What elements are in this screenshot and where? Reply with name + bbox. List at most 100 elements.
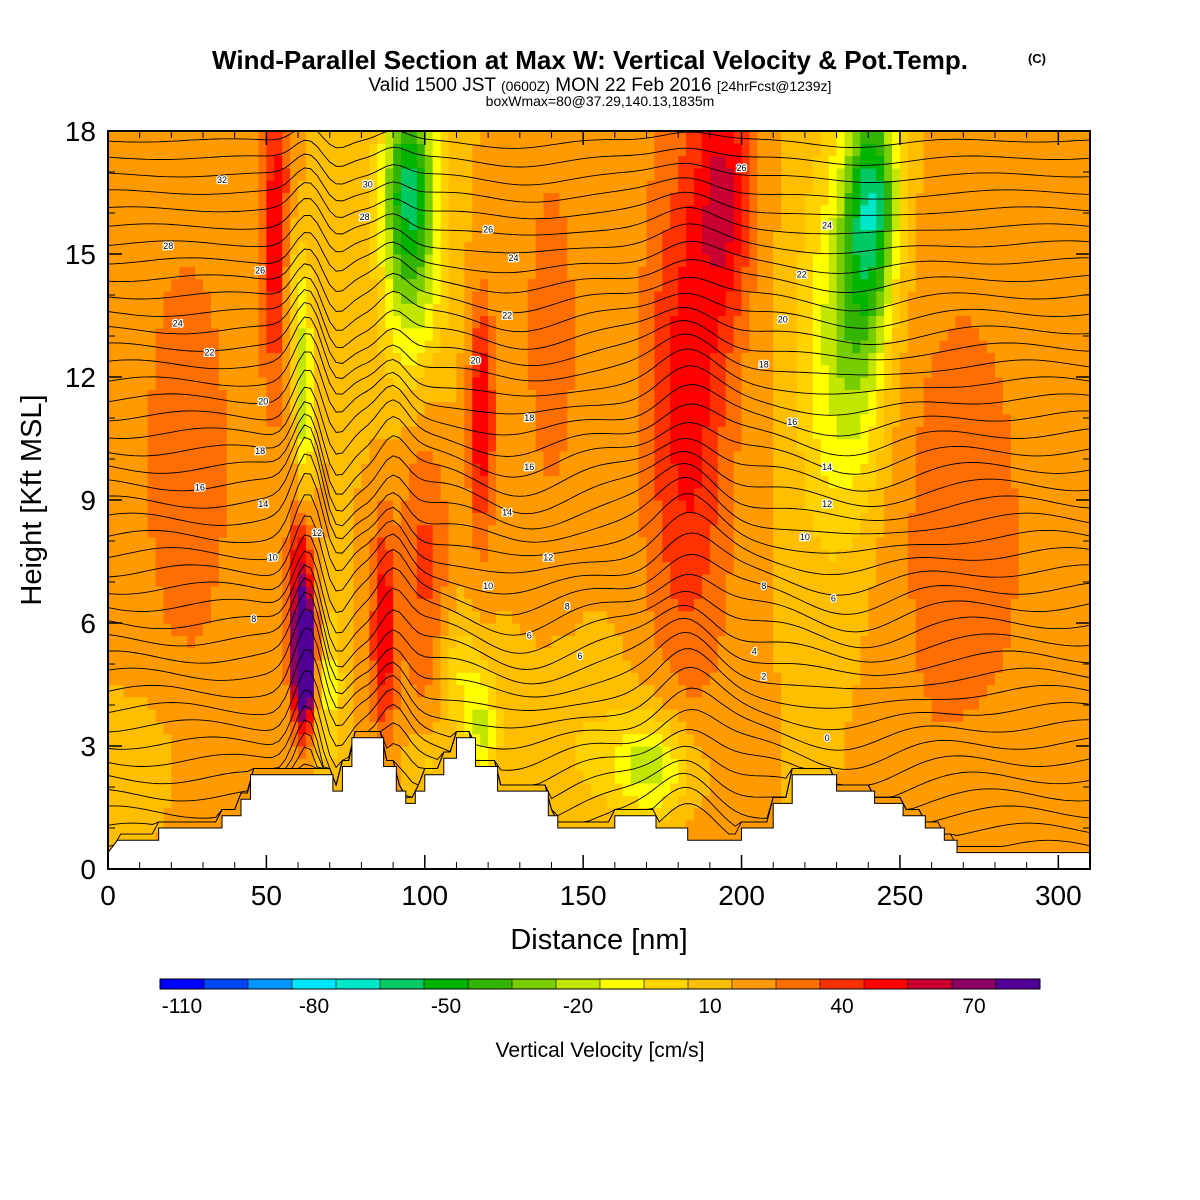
w-field-cell: [630, 155, 640, 169]
w-field-cell: [749, 524, 758, 538]
w-field-cell: [147, 770, 157, 784]
w-field-cell: [155, 241, 165, 255]
w-field-cell: [638, 389, 648, 403]
w-field-cell: [519, 536, 529, 550]
w-field-cell: [139, 746, 149, 759]
w-field-cell: [274, 143, 283, 157]
w-field-cell: [218, 635, 228, 649]
w-field-cell: [535, 733, 545, 747]
w-field-cell: [535, 290, 545, 304]
w-field-cell: [733, 389, 743, 403]
w-field-cell: [575, 795, 584, 809]
w-field-cell: [108, 573, 117, 587]
w-field-cell: [337, 426, 347, 440]
w-field-cell: [583, 364, 592, 378]
w-field-cell: [472, 647, 481, 661]
w-field-cell: [670, 782, 679, 796]
w-field-cell: [662, 401, 671, 415]
w-field-cell: [163, 229, 172, 243]
w-field-cell: [321, 746, 331, 759]
w-field-cell: [551, 684, 560, 698]
w-field-cell: [203, 610, 212, 624]
w-field-cell: [654, 426, 663, 440]
w-field-cell: [203, 549, 212, 563]
w-field-cell: [401, 709, 410, 722]
w-field-cell: [503, 610, 513, 624]
w-field-cell: [290, 167, 299, 181]
w-field-cell: [163, 155, 172, 169]
w-field-cell: [108, 598, 117, 612]
w-field-cell: [488, 217, 497, 230]
w-field-cell: [488, 635, 497, 649]
w-field-cell: [305, 401, 315, 415]
w-field-cell: [511, 143, 521, 157]
w-field-cell: [638, 536, 648, 550]
w-field-cell: [535, 598, 545, 612]
w-field-cell: [298, 672, 307, 686]
w-field-cell: [630, 647, 640, 661]
w-field-cell: [266, 167, 275, 181]
w-field-cell: [749, 143, 758, 157]
w-field-cell: [511, 254, 521, 267]
w-field-cell: [305, 241, 315, 255]
w-field-cell: [694, 512, 703, 526]
w-field-cell: [630, 131, 640, 144]
w-field-cell: [258, 155, 267, 169]
w-field-cell: [480, 315, 489, 329]
w-field-cell: [749, 155, 758, 169]
w-field-cell: [361, 561, 370, 575]
w-field-cell: [282, 389, 291, 403]
w-field-cell: [242, 586, 252, 599]
w-field-cell: [559, 278, 568, 292]
w-field-cell: [709, 315, 719, 329]
w-field-cell: [701, 315, 711, 329]
w-field-cell: [472, 438, 481, 452]
w-field-cell: [353, 167, 363, 181]
w-field-cell: [551, 524, 560, 538]
w-field-cell: [583, 770, 592, 784]
w-field-cell: [472, 413, 481, 427]
w-field-cell: [393, 659, 402, 673]
w-field-cell: [749, 500, 758, 513]
w-field-cell: [440, 536, 450, 550]
w-field-cell: [139, 709, 149, 722]
w-field-cell: [432, 647, 442, 661]
w-field-cell: [250, 315, 260, 329]
w-field-cell: [163, 549, 172, 563]
w-field-cell: [496, 364, 505, 378]
w-field-cell: [646, 586, 656, 599]
w-field-cell: [131, 746, 141, 759]
w-field-cell: [575, 340, 584, 353]
w-field-cell: [519, 438, 529, 452]
w-field-cell: [686, 758, 695, 772]
w-field-cell: [749, 733, 758, 747]
w-field-cell: [440, 131, 450, 144]
w-field-cell: [551, 561, 560, 575]
w-field-cell: [670, 623, 679, 636]
w-field-cell: [614, 623, 624, 636]
w-field-cell: [535, 266, 545, 280]
w-field-cell: [258, 401, 267, 415]
w-field-cell: [725, 204, 735, 218]
w-field-cell: [543, 487, 553, 501]
w-field-cell: [195, 241, 204, 255]
w-field-cell: [551, 536, 560, 550]
w-field-cell: [717, 635, 727, 649]
w-field-cell: [329, 610, 339, 624]
w-field-cell: [583, 647, 592, 661]
w-field-cell: [709, 635, 719, 649]
w-field-cell: [654, 623, 663, 636]
w-field-cell: [678, 340, 687, 353]
w-field-cell: [709, 782, 719, 796]
w-field-cell: [266, 303, 275, 317]
w-field-cell: [234, 217, 244, 230]
w-field-cell: [218, 340, 228, 353]
w-field-cell: [519, 352, 529, 366]
w-field-cell: [678, 303, 687, 317]
w-field-cell: [464, 573, 473, 587]
w-field-cell: [511, 278, 521, 292]
w-field-cell: [274, 573, 283, 587]
w-field-cell: [654, 290, 663, 304]
w-field-cell: [733, 340, 743, 353]
w-field-cell: [155, 463, 165, 476]
